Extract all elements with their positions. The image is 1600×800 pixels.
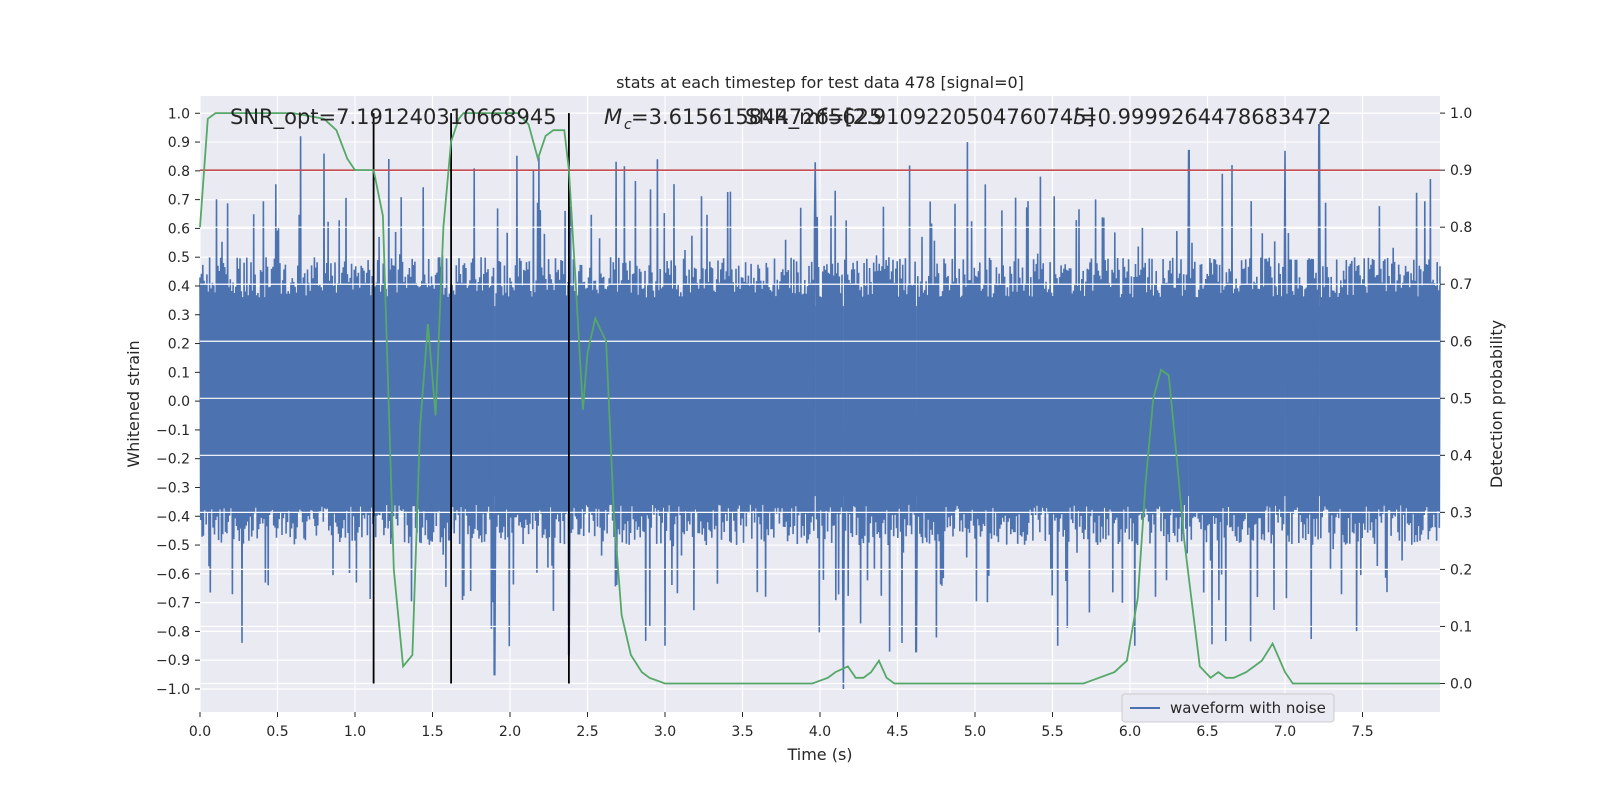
- legend: waveform with noise: [1121, 693, 1335, 723]
- right-y-axis-ticks: 1.0 0.9 0.8 0.7 0.6 0.5 0.4 0.3 0.2 0.1 0.0: [1440, 106, 1472, 692]
- right-y-tick-label: 0.9: [1450, 163, 1472, 179]
- right-y-tick-label: 0.6: [1450, 334, 1472, 350]
- left-y-tick-label: 0.7: [168, 193, 190, 209]
- annotation-cut: l =0.9999264478683472: [1073, 105, 1331, 129]
- left-y-tick-label: 0.6: [168, 221, 190, 237]
- annotation-chirp-mass: M c =3.6156158447265625: [604, 105, 882, 133]
- left-y-tick-label: 0.3: [168, 308, 190, 324]
- right-y-tick-label: 0.2: [1450, 562, 1472, 578]
- x-tick-label: 0.0: [189, 724, 211, 740]
- right-y-tick-label: 1.0: [1450, 106, 1472, 122]
- x-tick-label: 5.0: [964, 724, 986, 740]
- cut-symbol: l: [1073, 105, 1079, 129]
- x-tick-label: 7.5: [1351, 724, 1373, 740]
- right-y-tick-label: 0.0: [1450, 676, 1472, 692]
- left-y-tick-label: 0.0: [168, 394, 190, 410]
- x-tick-label: 6.5: [1196, 724, 1218, 740]
- left-y-tick-label: 0.5: [168, 250, 190, 266]
- left-y-tick-label: −1.0: [156, 682, 190, 698]
- left-y-tick-label: 0.2: [168, 337, 190, 353]
- left-y-tick-label: −0.5: [156, 538, 190, 554]
- chart-title: stats at each timestep for test data 478…: [616, 73, 1024, 92]
- right-y-tick-label: 0.8: [1450, 220, 1472, 236]
- cut-value: =0.9999264478683472: [1080, 105, 1331, 129]
- chirp-mass-symbol: M: [604, 105, 622, 129]
- waveform-series: [199, 112, 1441, 690]
- x-tick-label: 1.0: [344, 724, 366, 740]
- x-tick-label: 0.5: [266, 724, 288, 740]
- probability-path: [199, 112, 1440, 685]
- left-y-tick-label: −0.2: [156, 452, 190, 468]
- left-y-axis-label: Whitened strain: [124, 340, 143, 467]
- x-tick-label: 3.0: [654, 724, 676, 740]
- probability-series: [199, 112, 1440, 685]
- x-axis-label: Time (s): [786, 745, 852, 764]
- left-y-tick-label: −0.3: [156, 480, 190, 496]
- waveform-dense-band: [200, 306, 1440, 497]
- right-y-tick-label: 0.4: [1450, 448, 1472, 464]
- waveform-path: [199, 124, 1441, 690]
- x-tick-label: 2.5: [576, 724, 598, 740]
- legend-frame: [1121, 693, 1335, 723]
- x-tick-label: 6.0: [1119, 724, 1141, 740]
- left-y-tick-label: −0.7: [156, 596, 190, 612]
- x-tick-label: 3.5: [731, 724, 753, 740]
- right-y-tick-label: 0.3: [1450, 505, 1472, 521]
- x-tick-label: 2.0: [499, 724, 521, 740]
- x-axis-ticks: 0.0 0.5 1.0 1.5 2.0 2.5 3.0 3.5 4.0 4.5 5.0 5.5 6.0 6…: [189, 712, 1374, 740]
- left-y-tick-label: 1.0: [168, 106, 190, 122]
- left-y-tick-label: 0.9: [168, 135, 190, 151]
- x-tick-label: 5.5: [1041, 724, 1063, 740]
- left-y-tick-label: 0.8: [168, 164, 190, 180]
- right-y-axis-label: Detection probability: [1487, 320, 1506, 488]
- right-y-tick-label: 0.5: [1450, 391, 1472, 407]
- left-y-tick-label: 0.4: [168, 279, 190, 295]
- right-y-tick-label: 0.7: [1450, 277, 1472, 293]
- vertical-markers: [372, 113, 570, 684]
- x-tick-label: 4.0: [809, 724, 831, 740]
- left-y-tick-label: −0.9: [156, 653, 190, 669]
- left-y-tick-label: −0.1: [156, 423, 190, 439]
- x-tick-label: 4.5: [886, 724, 908, 740]
- left-y-axis-ticks: 1.0 0.9 0.8 0.7 0.6 0.5 0.4 0.3 0.2 0.1 0.0 −0.1 −0.…: [156, 106, 200, 698]
- x-tick-label: 1.5: [421, 724, 443, 740]
- chirp-mass-value: =3.6156158447265625: [631, 105, 882, 129]
- chirp-mass-subscript: c: [624, 117, 632, 133]
- left-y-tick-label: −0.6: [156, 567, 190, 583]
- right-y-tick-label: 0.1: [1450, 619, 1472, 635]
- legend-waveform-label: waveform with noise: [1170, 699, 1326, 717]
- annotation-snr-mf: SNR_mf=[2.9109220504760745]: [745, 105, 1095, 130]
- annotation-snr-opt: SNR_opt=7.191240310668945: [230, 105, 557, 130]
- left-y-tick-label: −0.4: [156, 509, 190, 525]
- left-y-tick-label: −0.8: [156, 624, 190, 640]
- left-y-tick-label: 0.1: [168, 365, 190, 381]
- x-tick-label: 7.0: [1274, 724, 1296, 740]
